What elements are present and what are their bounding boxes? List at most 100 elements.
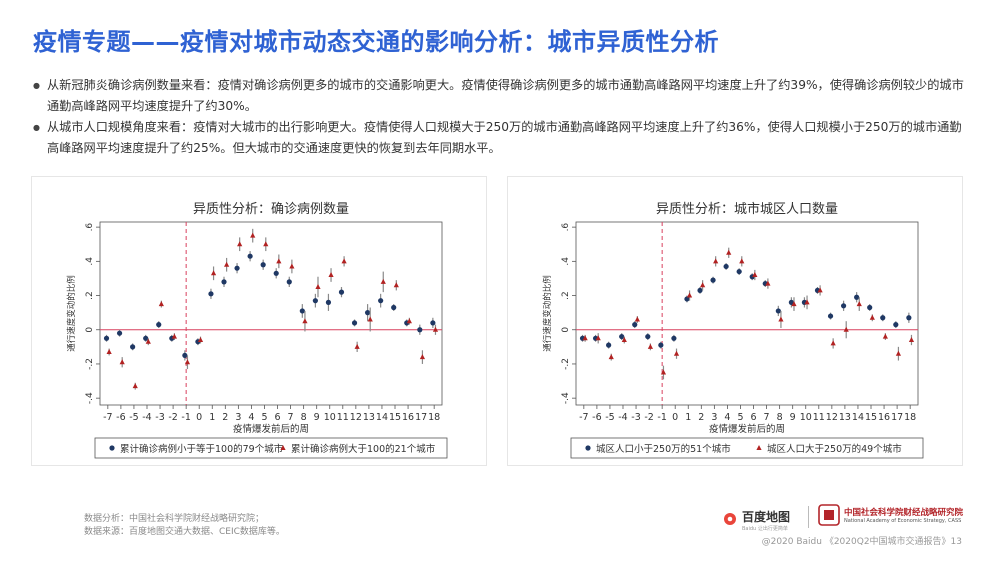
y-tick-label: .2 [85,291,95,300]
x-tick-label: 18 [904,412,916,423]
data-point-circle [671,335,677,341]
data-point-triangle [830,340,836,346]
data-point-circle [312,298,318,304]
legend-marker-circle [109,445,115,451]
x-tick-label: 13 [363,412,375,423]
data-point-triangle [393,282,399,288]
data-point-triangle [145,338,151,344]
data-point-triangle [647,343,654,349]
x-tick-label: 17 [891,412,903,423]
data-point-triangle [660,369,667,375]
data-point-circle [619,333,625,340]
cass-seal-icon [818,504,840,526]
data-point-triangle [869,314,875,320]
x-tick-label: 12 [350,412,362,423]
x-tick-label: 2 [222,412,228,423]
cass-name: 中国社会科学院财经战略研究院 [844,508,964,518]
chart-panel-population: 异质性分析：城市城区人口数量 -.4 -.2 0 .2 .4 .6 -7 -6 -5 -4 -3 -2-… [507,176,963,466]
data-point-triangle [171,333,178,339]
data-point-circle [156,322,162,328]
data-point-triangle [686,292,693,298]
y-tick-label: 0 [561,327,571,333]
data-point-triangle [673,350,680,356]
legend-box [570,437,924,459]
data-point-circle [867,304,873,311]
data-point-circle [723,263,729,270]
x-tick-label: 16 [878,412,890,423]
data-point-triangle [380,278,386,284]
data-point-circle [417,327,423,333]
data-point-circle [364,310,371,316]
data-point-circle [697,287,703,294]
legend-marker-triangle [756,445,762,450]
data-point-circle [116,330,123,336]
legend-marker-circle [585,445,591,451]
legend-label: 累计确诊病例大于100的21个城市 [291,443,436,455]
x-tick-label: 5 [261,412,267,423]
x-tick-label: -7 [579,412,588,423]
data-point-circle [827,313,834,319]
data-point-circle [351,320,358,326]
x-tick-label: -6 [592,412,601,423]
data-point-circle [143,335,149,341]
x-tick-label: -4 [142,412,151,423]
data-point-triangle [634,316,640,322]
x-tick-label: -5 [129,412,138,423]
data-point-circle [338,289,345,295]
x-tick-label: 14 [852,412,864,423]
data-point-triangle [197,337,204,343]
data-point-triangle [895,350,902,356]
x-tick-label: 3 [235,412,241,423]
y-tick-label: -.4 [561,392,571,404]
data-point-triangle [237,241,243,247]
x-tick-label: 6 [751,412,757,423]
x-tick-label: 0 [196,412,202,423]
y-tick-label: .6 [561,223,571,232]
y-tick-label: .2 [561,291,571,300]
data-point-triangle [804,299,810,305]
data-point-triangle [302,318,308,324]
x-tick-label: -7 [103,412,112,423]
chart-panel-cases: 异质性分析：确诊病例数量 -.4 -.2 0 .2 .4 .6 -7 -6 -5 -4 -3 -2 -1 0… [31,176,487,466]
data-point-triangle [752,272,758,278]
data-point-triangle [432,326,439,332]
legend-box [94,437,448,459]
data-point-triangle [882,333,888,339]
x-tick-label: 8 [301,412,307,423]
data-point-triangle [817,287,823,293]
data-point-circle [736,268,742,275]
data-point-triangle [419,354,426,360]
x-tick-label: 9 [790,412,796,423]
x-tick-label: -5 [605,412,614,423]
data-point-triangle [700,282,706,288]
x-tick-label: 17 [415,412,427,423]
x-tick-label: 11 [337,412,349,423]
data-point-triangle [289,263,295,269]
map-pin-icon [724,513,736,525]
chart-title: 异质性分析：城市城区人口数量 [656,201,838,217]
bullet-item: 从城市人口规模角度来看：疫情对大城市的出行影响更大。疫情使得人口规模大于250万… [33,117,968,159]
data-point-circle [103,335,110,341]
data-point-triangle [354,343,360,349]
data-point-circle [325,299,332,305]
y-tick-label: -.2 [561,358,571,370]
x-tick-label: 16 [402,412,414,423]
data-point-triangle [406,318,412,324]
legend-label: 城区人口小于250万的51个城市 [596,443,731,455]
data-point-triangle [250,232,256,238]
data-point-triangle [582,335,588,341]
x-tick-label: 6 [275,412,281,423]
cass-logo: 中国社会科学院财经战略研究院 National Academy of Econo… [818,504,963,526]
data-point-circle [286,279,292,285]
data-point-circle [391,304,397,311]
data-point-circle [606,342,612,348]
legend-label: 城区人口大于250万的49个城市 [767,443,902,455]
y-tick-label: 0 [85,327,95,333]
data-point-triangle [621,337,627,343]
cass-sub: National Academy of Economic Strategy, C… [844,518,962,524]
data-point-circle [893,322,899,328]
data-point-triangle [367,316,373,322]
x-tick-label: 3 [711,412,717,423]
footer-notes: 数据分析：中国社会科学院财经战略研究院； 数据来源：百度地图交通大数据、CEIC… [84,513,285,539]
x-tick-label: -2 [644,412,653,423]
